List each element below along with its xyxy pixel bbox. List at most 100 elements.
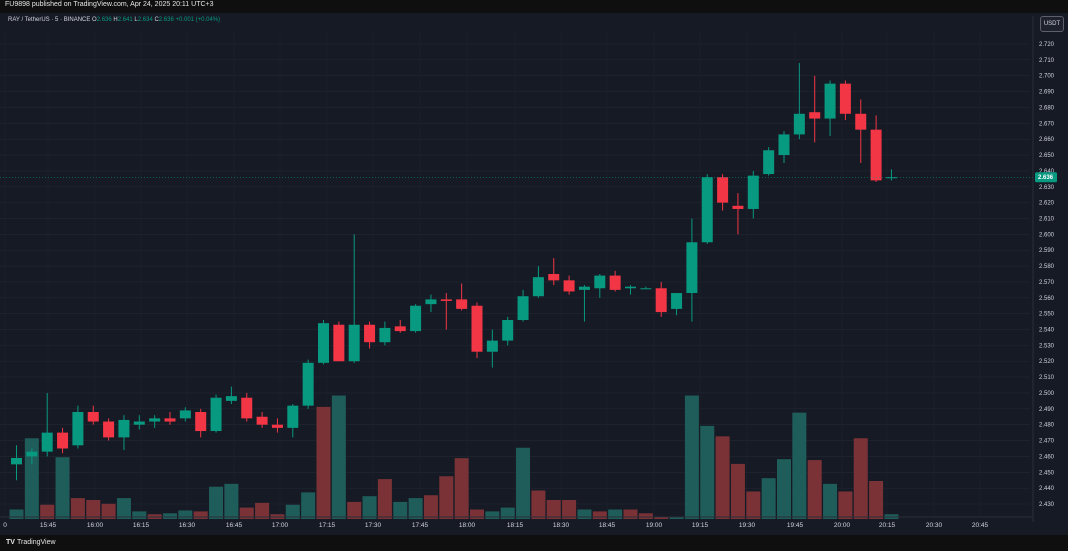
price-tick-label: 2.470: [1039, 439, 1055, 445]
volume-bar: [393, 501, 408, 519]
time-tick-label: 17:45: [412, 522, 429, 529]
time-tick-label: 18:00: [459, 522, 476, 529]
volume-bar: [116, 498, 131, 519]
candle-body: [839, 83, 851, 114]
price-tick-label: 2.720: [1039, 42, 1055, 48]
publish-info: FU9898 published on TradingView.com, Apr…: [5, 1, 214, 8]
candle-body: [41, 432, 53, 452]
candle-body: [732, 205, 744, 209]
price-tick-label: 2.550: [1039, 312, 1055, 318]
price-tick-label: 2.540: [1039, 328, 1055, 334]
volume-bar: [638, 513, 653, 519]
price-tick-label: 2.640: [1039, 169, 1055, 175]
volume-bar: [577, 509, 592, 519]
open-value: 2.636: [96, 17, 112, 23]
candle-body: [72, 412, 84, 446]
price-tick-label: 2.590: [1039, 248, 1055, 254]
price-tick-label: 2.460: [1039, 454, 1055, 460]
volume-bar: [362, 496, 377, 519]
low-value: 2.634: [137, 17, 153, 23]
time-tick-label: 17:30: [365, 522, 382, 529]
currency-button[interactable]: USDT: [1040, 16, 1064, 32]
candle-body: [763, 150, 775, 175]
candle-body: [686, 242, 698, 294]
footer-bar: TV TradingView: [0, 535, 1068, 551]
volume-bar: [408, 498, 423, 519]
volume-bar: [730, 463, 745, 519]
candle-body: [103, 421, 115, 438]
volume-bar: [807, 460, 822, 519]
volume-bar: [761, 478, 776, 519]
candle-body: [563, 280, 575, 292]
last-price-badge: [1035, 172, 1057, 183]
candle-body: [410, 305, 422, 332]
last-price-tag: 2.636: [1035, 172, 1057, 183]
close-label: C: [154, 17, 159, 23]
candle-body: [364, 324, 376, 343]
brand-name[interactable]: TradingView: [17, 539, 56, 546]
candle-body: [594, 275, 606, 289]
volume-bar: [823, 483, 838, 519]
time-tick-label: 18:45: [599, 522, 616, 529]
price-tick-label: 2.480: [1039, 423, 1055, 429]
price-axis[interactable]: 2.720 2.710 2.700 2.690 2.680 2.670 2.660 2.650…: [0, 16, 1055, 522]
volume-bar: [285, 504, 300, 519]
candle-body: [225, 396, 237, 401]
grid-lines: [0, 30, 1030, 516]
price-tick-label: 2.440: [1039, 486, 1055, 492]
volume-bar: [623, 509, 638, 519]
volume-bar: [684, 395, 699, 519]
volume-bar: [224, 483, 239, 519]
price-tick-label: 2.670: [1039, 121, 1055, 127]
time-tick-label: 0: [3, 522, 7, 529]
candle-body: [26, 451, 38, 457]
time-tick-label: 19:15: [692, 522, 709, 529]
volume-bar: [454, 458, 469, 519]
time-axis[interactable]: 0 15:45 16:00 16:15 16:30 16:45 17:00 17:15 17:3…: [3, 522, 988, 529]
volume-bar: [485, 511, 500, 519]
volume-bar: [301, 492, 316, 519]
candle-body: [118, 419, 130, 438]
high-label: H: [113, 17, 118, 23]
volume-bar: [9, 509, 24, 519]
candle-body: [655, 288, 667, 313]
candle-body: [578, 286, 590, 290]
volume-bar: [869, 481, 884, 519]
price-tick-label: 2.450: [1039, 470, 1055, 476]
volume-bar: [654, 517, 669, 519]
candle-body: [210, 397, 222, 432]
volume-bar: [470, 509, 484, 519]
candle-body: [548, 274, 560, 281]
candle-body: [57, 432, 69, 449]
tradingview-logo-icon[interactable]: TV: [6, 539, 15, 546]
candle-body: [179, 410, 191, 419]
candle-body: [701, 177, 713, 243]
volume-bar: [101, 503, 116, 519]
volume-bar: [24, 438, 39, 519]
price-tick-label: 2.490: [1039, 407, 1055, 413]
candle-body: [287, 405, 299, 428]
time-tick-label: 18:15: [507, 522, 524, 529]
time-tick-label: 19:00: [646, 522, 663, 529]
price-tick-label: 2.430: [1039, 502, 1055, 508]
volume-bar: [255, 502, 270, 519]
candle-body: [471, 305, 483, 352]
time-tick-label: 17:15: [319, 522, 336, 529]
volume-bar: [86, 500, 101, 519]
price-tick-label: 2.660: [1039, 137, 1055, 143]
last-price-label: 2.636: [1038, 175, 1054, 181]
volume-bar: [669, 517, 684, 519]
candle-body: [885, 177, 897, 179]
candle-body: [195, 412, 207, 432]
price-tick-label: 2.700: [1039, 74, 1055, 80]
high-value: 2.641: [117, 17, 133, 23]
candle-body: [256, 416, 268, 425]
candle-body: [609, 275, 621, 290]
price-tick-label: 2.710: [1039, 58, 1055, 64]
price-tick-label: 2.560: [1039, 296, 1055, 302]
time-tick-label: 19:45: [787, 522, 804, 529]
volume-bar: [163, 513, 177, 519]
volume-bar: [193, 511, 208, 519]
price-tick-label: 2.580: [1039, 264, 1055, 270]
